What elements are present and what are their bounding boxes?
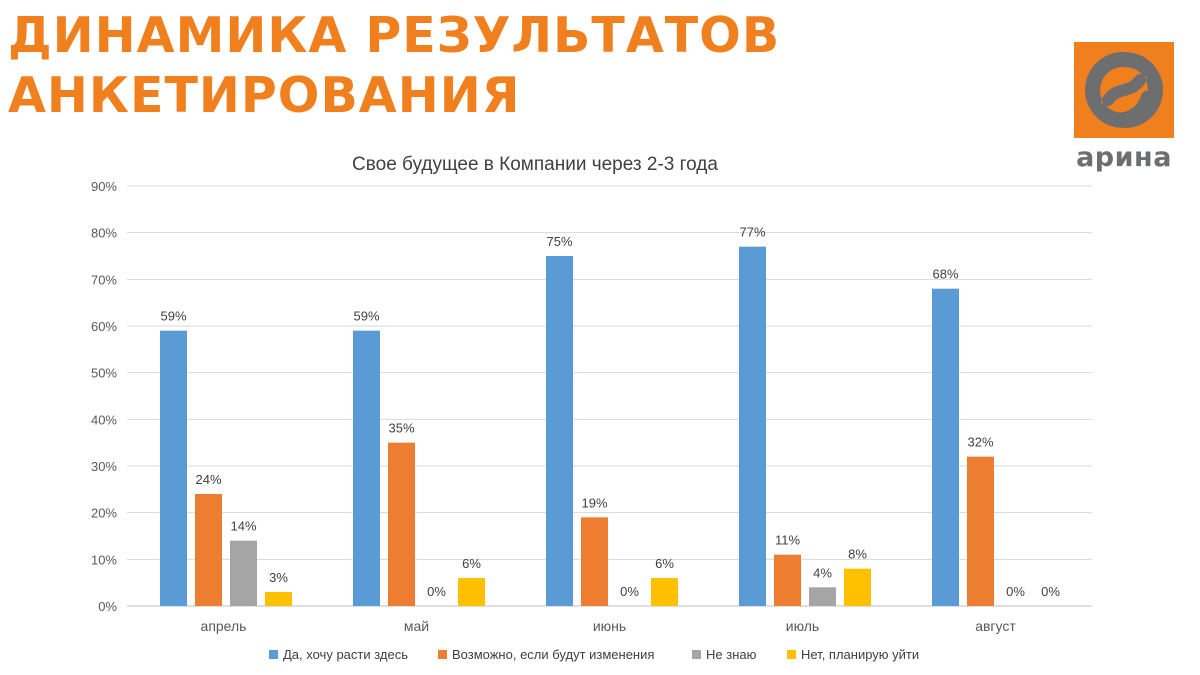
- data-label: 6%: [655, 556, 674, 571]
- y-tick-label: 30%: [91, 459, 117, 474]
- data-label: 3%: [269, 570, 288, 585]
- page-title: ДИНАМИКА РЕЗУЛЬТАТОВ АНКЕТИРОВАНИЯ: [8, 6, 780, 126]
- bar: [388, 442, 415, 606]
- bar: [651, 578, 678, 606]
- y-tick-label: 80%: [91, 226, 117, 241]
- grid-layer: [127, 185, 1092, 607]
- bar: [581, 517, 608, 606]
- bar: [265, 592, 292, 606]
- y-tick-label: 70%: [91, 272, 117, 287]
- data-label: 0%: [620, 584, 639, 599]
- y-tick-label: 50%: [91, 366, 117, 381]
- x-tick-label: апрель: [201, 618, 247, 634]
- legend-swatch: [787, 650, 796, 659]
- bar: [774, 554, 801, 606]
- legend-label: Не знаю: [706, 647, 757, 662]
- bar: [230, 540, 257, 606]
- legend-swatch: [269, 650, 278, 659]
- data-label: 19%: [581, 495, 607, 510]
- bar: [844, 568, 871, 606]
- data-label: 77%: [739, 225, 765, 240]
- x-axis-ticks: апрель май июнь июль август: [201, 618, 1017, 634]
- data-label: 11%: [775, 533, 800, 548]
- y-tick-label: 0%: [98, 599, 117, 614]
- y-tick-label: 90%: [91, 179, 117, 194]
- chart-title: Свое будущее в Компании через 2-3 года: [352, 154, 718, 175]
- data-label: 0%: [1006, 584, 1025, 599]
- y-tick-label: 60%: [91, 319, 117, 334]
- data-label: 32%: [967, 435, 993, 450]
- data-label: 14%: [230, 519, 256, 534]
- x-tick-label: май: [404, 618, 429, 634]
- bar: [458, 578, 485, 606]
- bar: [932, 288, 959, 606]
- legend-label: Да, хочу расти здесь: [283, 647, 408, 662]
- legend-swatch: [692, 650, 701, 659]
- data-label: 35%: [388, 421, 414, 436]
- legend: Да, хочу расти здесь Возможно, если будут…: [269, 647, 919, 662]
- x-tick-label: июль: [786, 618, 819, 634]
- bars-layer: [160, 246, 994, 606]
- data-label: 0%: [1041, 584, 1060, 599]
- y-axis-ticks: 0% 10% 20% 30% 40% 50% 60% 70% 80% 90%: [91, 179, 117, 614]
- legend-label: Возможно, если будут изменения: [452, 647, 654, 662]
- data-label: 4%: [813, 565, 832, 580]
- page-title-line-2: АНКЕТИРОВАНИЯ: [8, 67, 521, 124]
- arina-logo: арина: [1074, 42, 1174, 177]
- bar: [353, 330, 380, 606]
- logo-text: арина: [1076, 142, 1172, 173]
- y-tick-label: 20%: [91, 506, 117, 521]
- bar: [195, 494, 222, 606]
- data-labels-layer: 59% 24% 14% 3% 59% 35% 0% 6% 75% 19% 0% 6% 77% 11% 4% 8…: [160, 225, 1060, 599]
- data-label: 6%: [462, 556, 481, 571]
- page-title-line-1: ДИНАМИКА РЕЗУЛЬТАТОВ: [8, 7, 781, 64]
- legend-label: Нет, планирую уйти: [801, 647, 919, 662]
- bar: [546, 256, 573, 606]
- data-label: 59%: [353, 309, 379, 324]
- y-tick-label: 10%: [91, 552, 117, 567]
- data-label: 0%: [427, 584, 446, 599]
- bar: [160, 330, 187, 606]
- data-label: 59%: [160, 309, 186, 324]
- data-label: 75%: [546, 234, 572, 249]
- data-label: 68%: [932, 267, 958, 282]
- data-label: 24%: [195, 472, 221, 487]
- bar: [967, 456, 994, 606]
- bar: [739, 246, 766, 606]
- x-tick-label: август: [975, 618, 1016, 634]
- x-tick-label: июнь: [593, 618, 626, 634]
- data-label: 8%: [848, 547, 867, 562]
- arina-logo-icon: [1074, 42, 1174, 138]
- legend-swatch: [438, 650, 447, 659]
- bar: [809, 587, 836, 606]
- y-tick-label: 40%: [91, 412, 117, 427]
